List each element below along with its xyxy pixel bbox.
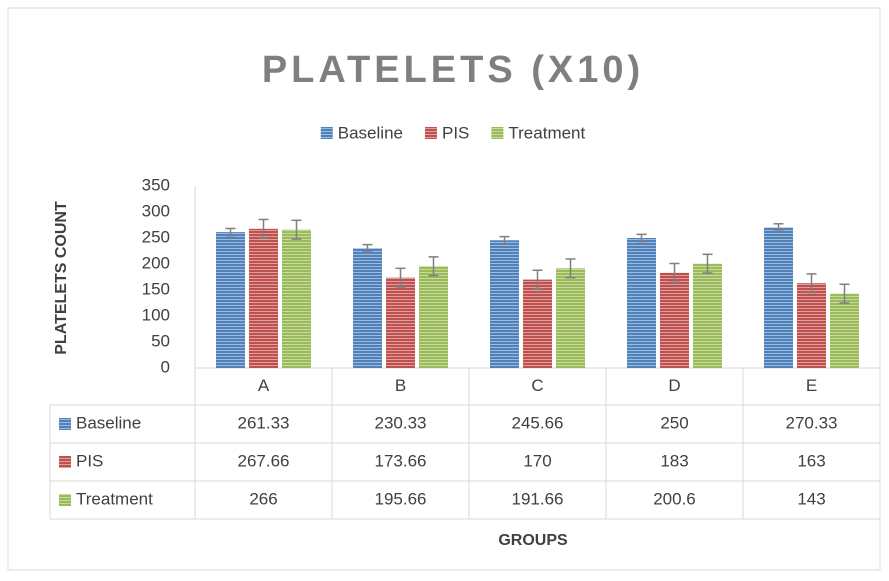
error-bar	[428, 256, 439, 277]
legend-label: PIS	[442, 123, 469, 142]
error-bar	[806, 273, 817, 294]
y-tick-label: 50	[151, 331, 170, 350]
x-tick-label: C	[531, 376, 543, 395]
error-bar	[532, 269, 543, 290]
table-value: 250	[660, 413, 688, 432]
table-row-label: Treatment	[76, 489, 153, 508]
legend-key	[491, 127, 504, 139]
table-value: 267.66	[238, 451, 290, 470]
table-row-label: PIS	[76, 451, 103, 470]
error-bar	[565, 258, 576, 279]
table-value: 173.66	[375, 451, 427, 470]
bar	[216, 232, 245, 368]
bar	[797, 283, 826, 368]
error-bar	[636, 233, 647, 243]
table-legend-key	[59, 456, 71, 468]
table-value: 163	[797, 451, 825, 470]
error-bar	[291, 219, 302, 240]
error-bar	[839, 283, 850, 304]
x-axis-label: GROUPS	[498, 532, 568, 549]
y-tick-label: 250	[142, 227, 170, 246]
legend-key	[424, 127, 437, 139]
y-tick-label: 300	[142, 201, 170, 220]
table-value: 245.66	[512, 413, 564, 432]
table-row-label: Baseline	[76, 413, 141, 432]
bar	[764, 227, 793, 368]
legend-key	[320, 127, 333, 139]
x-tick-label: E	[806, 376, 817, 395]
legend-label: Treatment	[508, 123, 585, 142]
y-tick-label: 150	[142, 279, 170, 298]
table-value: 230.33	[375, 413, 427, 432]
bar	[353, 248, 382, 368]
table-value: 195.66	[375, 489, 427, 508]
table-legend-key	[59, 494, 71, 506]
table-value: 183	[660, 451, 688, 470]
y-tick-label: 200	[142, 253, 170, 272]
y-tick-label: 100	[142, 305, 170, 324]
error-bar	[362, 243, 373, 253]
table-value: 143	[797, 489, 825, 508]
bar	[830, 293, 859, 368]
error-bar	[499, 235, 510, 245]
table-legend-key	[59, 418, 71, 430]
y-axis-label: PLATELETS COUNT	[53, 201, 70, 355]
error-bar	[773, 223, 784, 232]
x-tick-label: A	[258, 376, 270, 395]
y-tick-label: 0	[161, 357, 170, 376]
error-bar	[225, 227, 236, 237]
bar	[386, 277, 415, 368]
error-bar	[395, 267, 406, 288]
y-tick-label: 350	[142, 175, 170, 194]
table-value: 270.33	[786, 413, 838, 432]
x-tick-label: D	[668, 376, 680, 395]
bar	[693, 263, 722, 368]
bar	[282, 229, 311, 368]
bar	[490, 240, 519, 368]
legend-label: Baseline	[338, 123, 403, 142]
table-value: 191.66	[512, 489, 564, 508]
table-value: 170	[523, 451, 551, 470]
bar	[627, 238, 656, 368]
bar	[556, 268, 585, 368]
error-bar	[702, 253, 713, 274]
error-bar	[258, 218, 269, 239]
bar	[249, 228, 278, 368]
chart-title: PLATELETS (X10)	[262, 49, 644, 91]
x-tick-label: B	[395, 376, 406, 395]
table-value: 200.6	[653, 489, 696, 508]
bar	[419, 266, 448, 368]
table-value: 266	[249, 489, 277, 508]
error-bar	[669, 262, 680, 283]
bar	[523, 279, 552, 368]
table-value: 261.33	[238, 413, 290, 432]
bar	[660, 272, 689, 368]
